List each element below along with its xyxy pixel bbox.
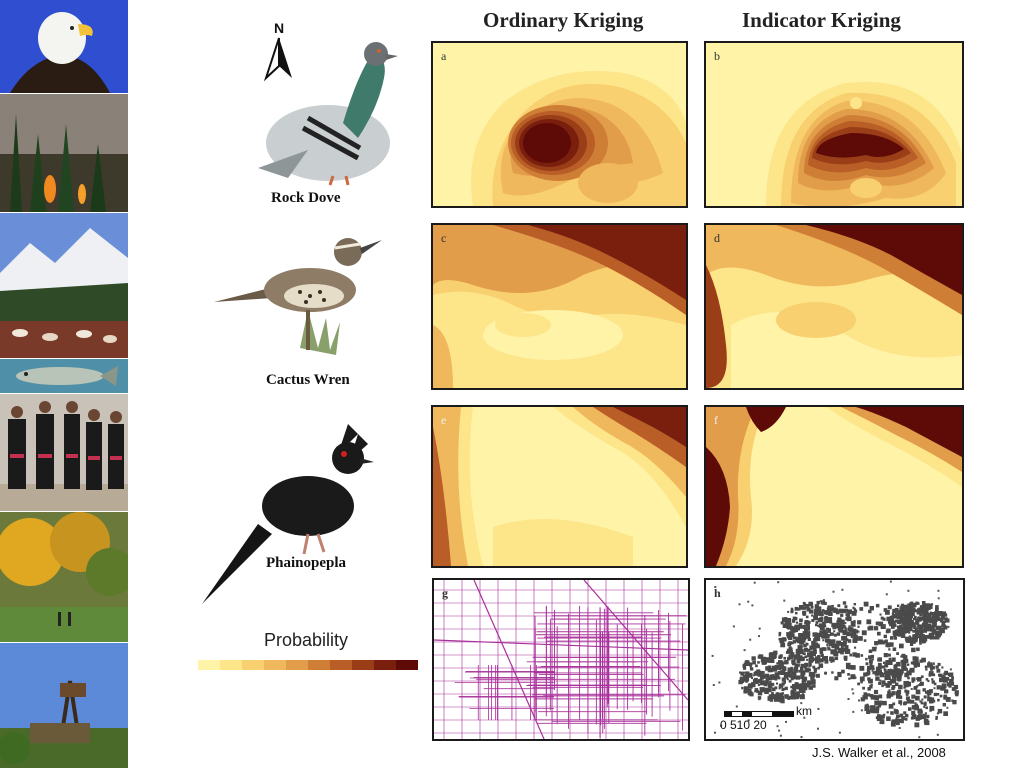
legend-swatch (330, 660, 352, 670)
scale-bar: km 0 510 20 (720, 704, 812, 736)
legend-swatch (286, 660, 308, 670)
scale-bar-labels: 0 510 20 (720, 718, 767, 732)
photo-mountains-cattle (0, 213, 128, 358)
legend-swatches (198, 660, 418, 670)
legend-swatch (308, 660, 330, 670)
map-panel-f: f (704, 405, 964, 568)
photo-forest-fire (0, 94, 128, 212)
panel-c-label: c (441, 231, 447, 245)
photo-autumn-trees (0, 512, 128, 642)
map-panel-g-roads: g (432, 578, 690, 741)
map-panel-h-landcover: h km 0 510 20 (704, 578, 965, 741)
panel-g-label: g (442, 586, 448, 600)
photo-trout (0, 359, 128, 393)
photo-mine-headframe (0, 643, 128, 768)
map-panel-a: a (431, 41, 688, 208)
map-panel-d: d (704, 223, 964, 390)
phainopepla-label: Phainopepla (266, 555, 347, 571)
indicator-kriging-title: Indicator Kriging (742, 8, 901, 32)
scale-bar-graphic (724, 711, 794, 717)
legend-swatch (264, 660, 286, 670)
urban-landcover (711, 580, 959, 739)
rock-dove-label: Rock Dove (271, 190, 341, 206)
scale-bar-unit: km (796, 704, 812, 718)
rock-dove-illustration (248, 38, 403, 186)
north-label: N (273, 20, 285, 36)
panel-b-label: b (714, 49, 720, 63)
legend-swatch (242, 660, 264, 670)
ordinary-kriging-title: Ordinary Kriging (483, 8, 644, 32)
panel-h-label: h (714, 586, 721, 600)
legend-swatch (198, 660, 220, 670)
legend-swatch (220, 660, 242, 670)
cactus-wren-label: Cactus Wren (266, 372, 350, 388)
legend-title: Probability (264, 630, 349, 650)
map-panel-c: c (431, 223, 688, 390)
map-panel-e: e (431, 405, 688, 568)
panel-a-label: a (441, 49, 447, 63)
north-arrow: N (262, 20, 296, 82)
road-network (434, 580, 688, 739)
panel-d-label: d (714, 231, 720, 245)
north-arrow-icon (263, 37, 292, 82)
legend-swatch (352, 660, 374, 670)
citation: J.S. Walker et al., 2008 (812, 745, 946, 760)
legend-swatch (374, 660, 396, 670)
cactus-wren-illustration (210, 230, 385, 365)
map-panel-b: b (704, 41, 964, 208)
legend-swatch (396, 660, 418, 670)
photo-eagle (0, 0, 128, 93)
photo-dancers (0, 394, 128, 511)
panel-f-label: f (714, 413, 718, 427)
phainopepla-illustration (198, 414, 378, 610)
panel-e-label: e (441, 413, 447, 427)
